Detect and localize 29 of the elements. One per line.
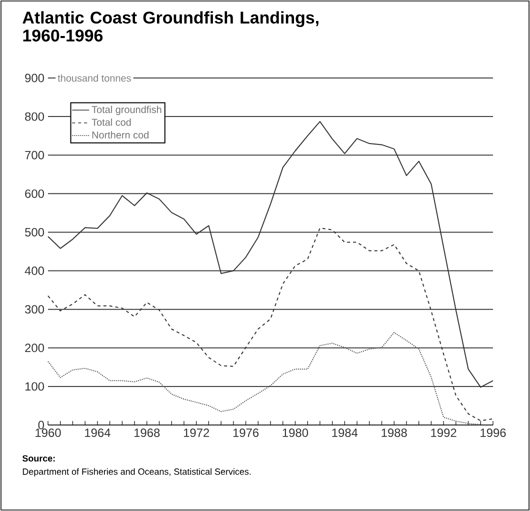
legend-label: Total cod [92,118,131,126]
y-tick-label: 700 [25,150,44,160]
y-axis-title: thousand tonnes [58,74,131,82]
x-tick-label: 1980 [282,428,308,437]
chart-title: Atlantic Coast Groundfish Landings, 1960-1996 [22,11,318,42]
x-tick-label: 1984 [332,428,358,437]
x-tick-label: 1968 [134,428,160,437]
y-tick-label: 0 [38,420,44,430]
y-tick-label: 600 [25,189,44,198]
y-tick-label: 500 [25,228,44,236]
source-note: Source: [22,455,55,462]
y-tick-label: 900 [25,74,44,82]
legend-label: Total groundfish [92,106,162,116]
y-tick-label: 100 [25,382,44,391]
y-tick-label: 800 [25,112,44,121]
x-tick-label: 1996 [480,428,506,437]
y-tick-label: 400 [24,266,44,275]
x-tick-label: 1960 [36,428,61,437]
x-tick-label: 1988 [382,428,407,437]
x-tick-label: 1992 [431,428,456,437]
x-tick-label: 1964 [85,428,110,437]
y-tick-label: 300 [24,305,44,314]
text: Department of Fisheries and Oceans, Statistical Services. [22,468,251,477]
legend-label: Northern cod [92,131,148,138]
x-tick-label: 1972 [184,428,210,437]
line-series [48,227,494,422]
y-tick-label: 200 [25,344,44,352]
line-series [48,332,482,426]
x-tick-label: 1976 [233,428,259,437]
